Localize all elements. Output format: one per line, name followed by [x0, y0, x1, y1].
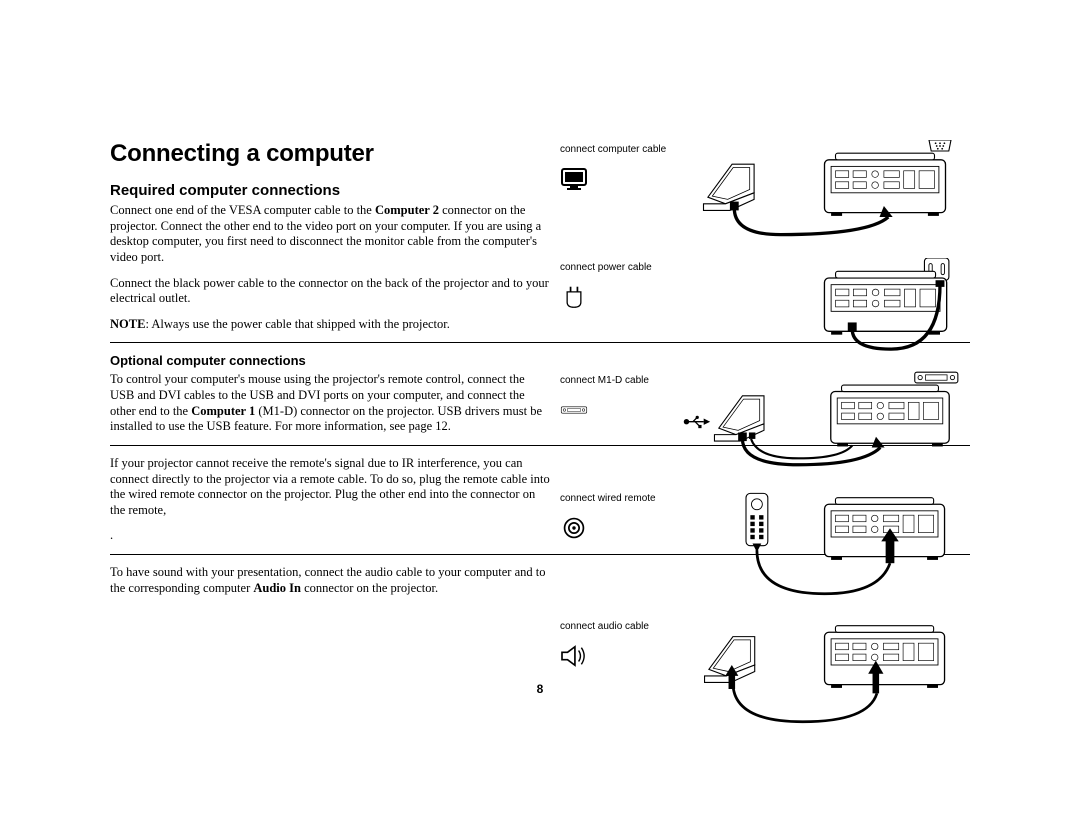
plug-icon [560, 285, 588, 309]
caption-m1d-cable: connect M1-D cable [560, 375, 649, 386]
caption-audio-cable: connect audio cable [560, 621, 649, 632]
illustration-laptop-to-projector-vga [700, 140, 960, 250]
caption-wired-remote: connect wired remote [560, 493, 656, 504]
caption-power-cable: connect power cable [560, 262, 652, 273]
paragraph-wired-remote-b: . [110, 528, 550, 544]
paragraph-m1d-cable: To control your computer's mouse using t… [110, 372, 550, 435]
paragraph-power-cable: Connect the black power cable to the con… [110, 276, 550, 307]
diagram-power-cable: connect power cable [560, 258, 960, 363]
manual-page: Connecting a computer Required computer … [0, 0, 1080, 834]
paragraph-audio-cable: To have sound with your presentation, co… [110, 565, 550, 596]
paragraph-note: NOTE: Always use the power cable that sh… [110, 317, 550, 333]
bold-computer2: Computer 2 [375, 203, 439, 217]
illustration-laptop-usb-dvi-projector [680, 371, 960, 481]
diagram-wired-remote: connect wired remote [560, 489, 960, 609]
diagram-audio-cable: connect audio cable [560, 617, 960, 737]
caption-computer-cable: connect computer cable [560, 144, 666, 155]
text-column: Connecting a computer Required computer … [110, 140, 560, 745]
note-label: NOTE [110, 317, 145, 331]
illustration-laptop-audio-projector [700, 617, 960, 737]
diagram-column: connect computer cable [560, 140, 960, 745]
page-title: Connecting a computer [110, 140, 550, 168]
diagram-computer-cable: connect computer cable [560, 140, 960, 250]
bold-computer1: Computer 1 [191, 404, 255, 418]
dvi-icon [560, 398, 588, 422]
page-number: 8 [0, 682, 1080, 696]
section-heading-optional: Optional computer connections [110, 353, 550, 368]
text: Connect one end of the VESA computer cab… [110, 203, 375, 217]
speaker-icon [560, 644, 588, 668]
paragraph-wired-remote: If your projector cannot receive the rem… [110, 456, 550, 519]
text: connector on the projector. [301, 581, 438, 595]
note-text: : Always use the power cable that shippe… [145, 317, 449, 331]
two-column-layout: Connecting a computer Required computer … [110, 140, 970, 745]
diagram-m1d-cable: connect M1-D cable [560, 371, 960, 481]
illustration-remote-to-projector [700, 489, 960, 609]
section-heading-required: Required computer connections [110, 182, 550, 199]
illustration-projector-power [700, 258, 960, 358]
target-icon [560, 516, 588, 540]
paragraph-vesa-cable: Connect one end of the VESA computer cab… [110, 203, 550, 266]
bold-audio-in: Audio In [253, 581, 301, 595]
monitor-icon [560, 167, 588, 191]
